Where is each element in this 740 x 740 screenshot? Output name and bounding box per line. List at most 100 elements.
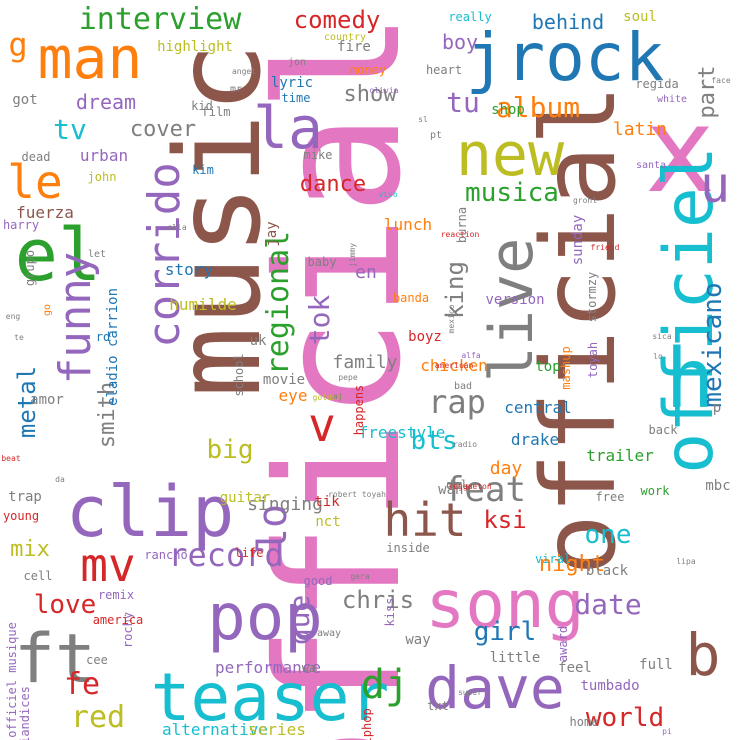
word-trap: trap bbox=[8, 490, 42, 504]
word-amor: amor bbox=[30, 393, 64, 407]
word-radio: radio bbox=[453, 441, 477, 449]
word-tumbado: tumbado bbox=[580, 679, 639, 693]
word-urban: urban bbox=[80, 148, 128, 164]
word-v: v bbox=[308, 402, 336, 448]
word-central: central bbox=[504, 400, 571, 416]
word-one: one bbox=[585, 522, 632, 548]
word-pepe: pepe bbox=[338, 374, 357, 382]
word-regida: regida bbox=[635, 78, 678, 90]
word-baby: baby bbox=[308, 256, 337, 268]
word-heart: heart bbox=[426, 64, 462, 76]
word-got: got bbox=[12, 93, 37, 107]
word-full: full bbox=[639, 658, 673, 672]
word-humilde: humilde bbox=[169, 297, 236, 313]
word-john: john bbox=[88, 171, 117, 183]
word-american: american bbox=[435, 362, 474, 370]
word-red: red bbox=[71, 703, 125, 733]
word-ksi: ksi bbox=[483, 508, 526, 532]
word-p: p bbox=[713, 401, 721, 415]
word-musica: musica bbox=[465, 180, 559, 206]
word-pi: pi bbox=[662, 728, 672, 736]
word-sl: sl bbox=[418, 116, 428, 124]
word-away: away bbox=[317, 629, 341, 639]
word-back: back bbox=[649, 424, 678, 436]
word-face: face bbox=[711, 77, 730, 85]
word-harry: harry bbox=[3, 219, 39, 231]
word-new: new bbox=[456, 125, 564, 185]
word-sunday: sunday bbox=[571, 215, 585, 266]
word-kim: kim bbox=[192, 164, 214, 176]
word-feel: feel bbox=[558, 661, 592, 675]
word-bad: bad bbox=[454, 382, 472, 392]
word-freestyle: freestyle bbox=[359, 425, 446, 441]
word-reggaeton: reggaeton bbox=[448, 483, 491, 491]
word-love: love bbox=[34, 592, 97, 618]
word-girl: girl bbox=[474, 619, 537, 645]
word-angel: angel bbox=[232, 68, 256, 76]
word-lipa: lipa bbox=[676, 558, 695, 566]
word-dance: dance bbox=[300, 174, 366, 196]
word-vivo: vivo bbox=[378, 191, 397, 199]
word-shop: shop bbox=[491, 103, 525, 117]
word-regional: regional bbox=[264, 231, 294, 376]
word-mexicano: mexicano bbox=[700, 282, 726, 407]
word-behind: behind bbox=[532, 12, 604, 32]
word-boyz: boyz bbox=[408, 330, 442, 344]
word-corrido: corrido bbox=[143, 162, 187, 347]
word-mbc: mbc bbox=[705, 479, 730, 493]
word-dead: dead bbox=[22, 151, 51, 163]
word-latin: latin bbox=[613, 121, 667, 139]
word-viral: viral bbox=[535, 553, 571, 565]
word-banda: banda bbox=[393, 292, 429, 304]
word-grohl: grohl bbox=[573, 197, 597, 205]
word-g: g bbox=[8, 29, 27, 61]
word-gera: gera bbox=[350, 573, 369, 581]
word-black: black bbox=[586, 564, 628, 578]
word-u: u bbox=[700, 160, 730, 210]
word-da: da bbox=[55, 476, 65, 484]
word-en: en bbox=[355, 264, 377, 282]
word-hiphop: hiphop bbox=[361, 708, 373, 740]
word-aj: aj bbox=[333, 393, 343, 401]
word-super: super bbox=[458, 689, 482, 697]
word-award: award bbox=[557, 626, 569, 662]
word-b: b bbox=[686, 626, 721, 684]
word-le: le bbox=[7, 159, 62, 205]
word-lo: lo bbox=[653, 353, 663, 361]
word-mexico: mexico bbox=[448, 305, 456, 334]
word-story: story bbox=[165, 262, 213, 278]
word-dream: dream bbox=[76, 92, 136, 112]
word-inside: inside bbox=[386, 542, 429, 554]
word-reaction: reaction bbox=[441, 231, 480, 239]
word-tv: tv bbox=[53, 116, 87, 144]
word-trailer: trailer bbox=[586, 448, 653, 464]
word-toyah: toyah bbox=[587, 342, 599, 378]
word-funny: funny bbox=[54, 252, 98, 384]
word-eye: eye bbox=[279, 388, 308, 404]
word-go: go bbox=[43, 304, 53, 316]
word-country: country bbox=[324, 33, 366, 43]
word-fe: fe bbox=[64, 670, 100, 700]
word-mr: mr bbox=[230, 85, 242, 95]
word-film: film bbox=[202, 106, 231, 118]
word-man: man bbox=[38, 29, 143, 87]
word-friend: friend bbox=[591, 244, 620, 252]
word-sica: sica bbox=[652, 333, 671, 341]
word-time: time bbox=[282, 92, 311, 104]
word-rancho: rancho bbox=[144, 549, 187, 561]
word-cell: cell bbox=[24, 570, 53, 582]
word-jimmy: jimmy bbox=[349, 243, 357, 267]
word-cee: cee bbox=[86, 654, 108, 666]
word-home: home bbox=[570, 716, 599, 728]
word-date: date bbox=[574, 591, 641, 619]
word-america: america bbox=[93, 614, 144, 626]
word-jon: jon bbox=[288, 58, 306, 68]
word-lyric: lyric bbox=[271, 76, 313, 90]
word-highlight: highlight bbox=[157, 40, 233, 54]
word-top: top bbox=[535, 360, 560, 374]
word-big: big bbox=[207, 437, 254, 463]
word-olivia: olivia bbox=[370, 87, 399, 95]
word-tok: tok bbox=[306, 295, 334, 346]
word-chris: chris bbox=[342, 588, 414, 612]
word-young: young bbox=[3, 510, 39, 522]
